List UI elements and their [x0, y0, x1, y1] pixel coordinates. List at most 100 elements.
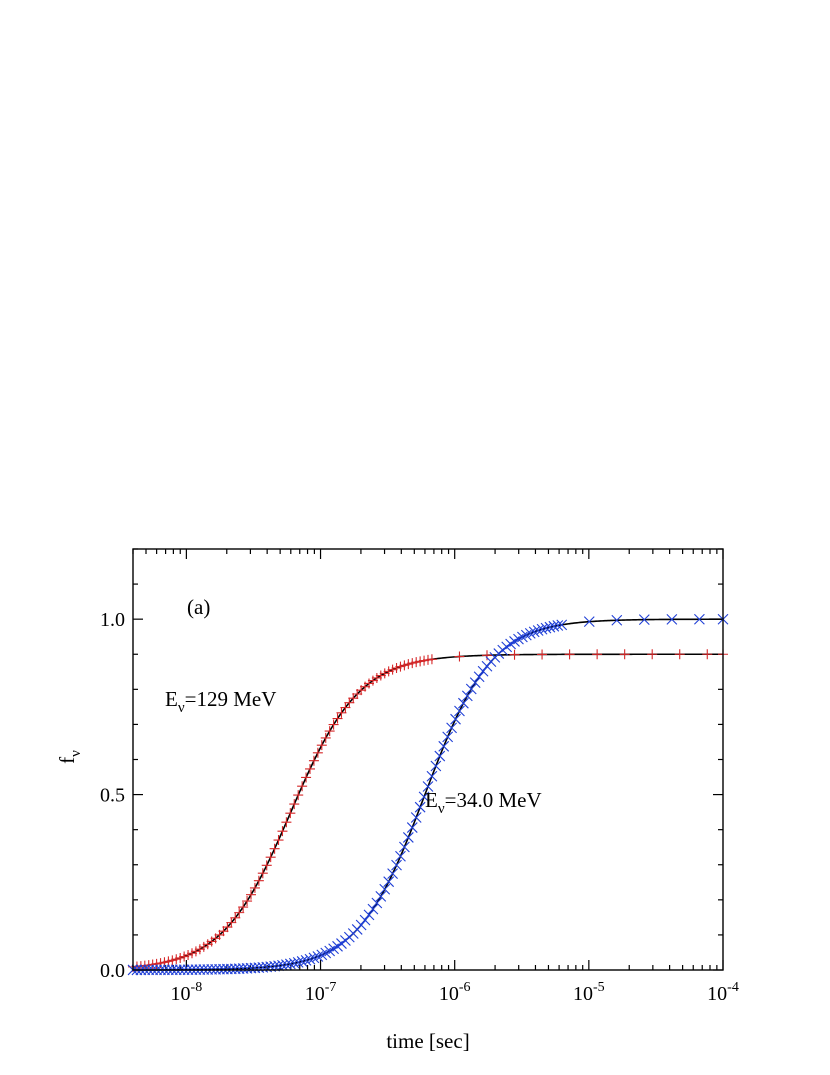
marker-plus	[415, 656, 426, 667]
marker-plus	[619, 649, 630, 660]
marker-cross	[583, 616, 595, 628]
marker-plus	[537, 649, 548, 660]
marker-plus	[198, 941, 209, 952]
marker-cross	[552, 620, 564, 631]
marker-plus	[289, 799, 300, 810]
marker-plus	[222, 922, 233, 933]
marker-plus	[399, 660, 410, 671]
marker-plus	[379, 668, 390, 679]
marker-cross	[536, 623, 548, 635]
marker-cross	[304, 953, 316, 965]
x-tick-label-base: 10	[707, 983, 727, 1005]
marker-cross	[414, 801, 426, 813]
marker-plus	[482, 650, 492, 661]
marker-plus	[179, 951, 190, 962]
marker-plus	[285, 808, 296, 819]
x-tick-label-exp: -4	[727, 980, 739, 995]
marker-plus	[305, 763, 315, 774]
marker-cross	[410, 812, 422, 823]
marker-cross	[469, 677, 481, 689]
marker-cross	[296, 956, 308, 967]
marker-cross	[225, 963, 237, 975]
marker-plus	[403, 659, 414, 670]
x-tick-label-base: 10	[171, 983, 191, 1005]
marker-plus	[281, 817, 292, 828]
marker-plus	[320, 732, 331, 743]
marker-plus	[175, 952, 186, 963]
marker-cross	[458, 697, 469, 709]
series-label-129-rest: =129 MeV	[185, 687, 277, 711]
x-tick-label-exp: -5	[593, 980, 605, 995]
marker-cross	[666, 613, 678, 625]
marker-plus	[253, 875, 264, 886]
marker-cross	[402, 832, 414, 843]
markers-layer	[127, 613, 729, 976]
marker-plus	[316, 740, 327, 751]
marker-plus	[383, 666, 394, 677]
marker-plus	[375, 670, 386, 681]
marker-plus	[297, 781, 308, 792]
marker-cross	[446, 722, 457, 734]
marker-cross	[355, 919, 367, 931]
marker-cross	[465, 683, 477, 695]
marker-cross	[611, 614, 623, 626]
x-tick-labels: 10-8 10-7 10-6 10-5 10-4	[171, 980, 739, 1005]
marker-plus	[261, 860, 272, 871]
marker-plus	[411, 657, 422, 668]
marker-cross	[237, 963, 249, 974]
marker-cross	[532, 625, 544, 636]
marker-plus	[183, 949, 194, 960]
marker-cross	[359, 914, 371, 926]
marker-plus	[395, 661, 406, 672]
marker-cross	[387, 868, 398, 880]
marker-plus	[391, 663, 402, 674]
marker-plus	[171, 954, 182, 965]
series-label-129-main: E	[165, 687, 178, 711]
plot-frame	[132, 548, 724, 971]
marker-cross	[556, 619, 568, 631]
marker-plus	[218, 926, 229, 937]
marker-cross	[438, 740, 450, 752]
marker-plus	[407, 658, 418, 669]
marker-plus	[273, 835, 284, 846]
marker-plus	[419, 655, 430, 666]
marker-plus	[336, 707, 347, 718]
series-label-129-sub: ν	[178, 700, 185, 716]
marker-cross	[222, 963, 233, 975]
marker-cross	[520, 629, 532, 641]
marker-plus	[387, 664, 398, 675]
marker-cross	[395, 850, 406, 862]
x-tick-label-base: 10	[439, 983, 459, 1005]
marker-plus	[249, 882, 260, 893]
marker-cross	[316, 949, 328, 961]
marker-cross	[426, 770, 438, 782]
marker-cross	[473, 671, 485, 683]
series-label-34-sub: ν	[438, 801, 445, 817]
marker-cross	[442, 731, 454, 743]
marker-plus	[509, 649, 520, 660]
marker-cross	[461, 690, 473, 702]
marker-cross	[312, 951, 324, 962]
marker-plus	[238, 902, 249, 913]
x-tick-label: 10-4	[707, 980, 739, 1005]
x-tick-label-base: 10	[305, 983, 325, 1005]
marker-cross	[638, 614, 650, 626]
y-tick-label: 1.0	[100, 609, 125, 631]
marker-cross	[399, 841, 410, 853]
y-axis-title-main: f	[55, 757, 79, 764]
marker-plus	[328, 719, 339, 730]
marker-plus	[242, 896, 253, 907]
marker-cross	[383, 876, 395, 888]
marker-plus	[151, 958, 162, 969]
x-tick-label-exp: -6	[459, 980, 471, 995]
x-tick-label-base: 10	[573, 983, 593, 1005]
marker-cross	[406, 822, 418, 833]
marker-plus	[163, 956, 174, 967]
marker-cross	[214, 963, 225, 975]
marker-cross	[418, 791, 430, 803]
marker-plus	[226, 917, 237, 928]
marker-plus	[167, 955, 178, 966]
marker-cross	[434, 750, 446, 762]
marker-plus	[190, 946, 201, 957]
